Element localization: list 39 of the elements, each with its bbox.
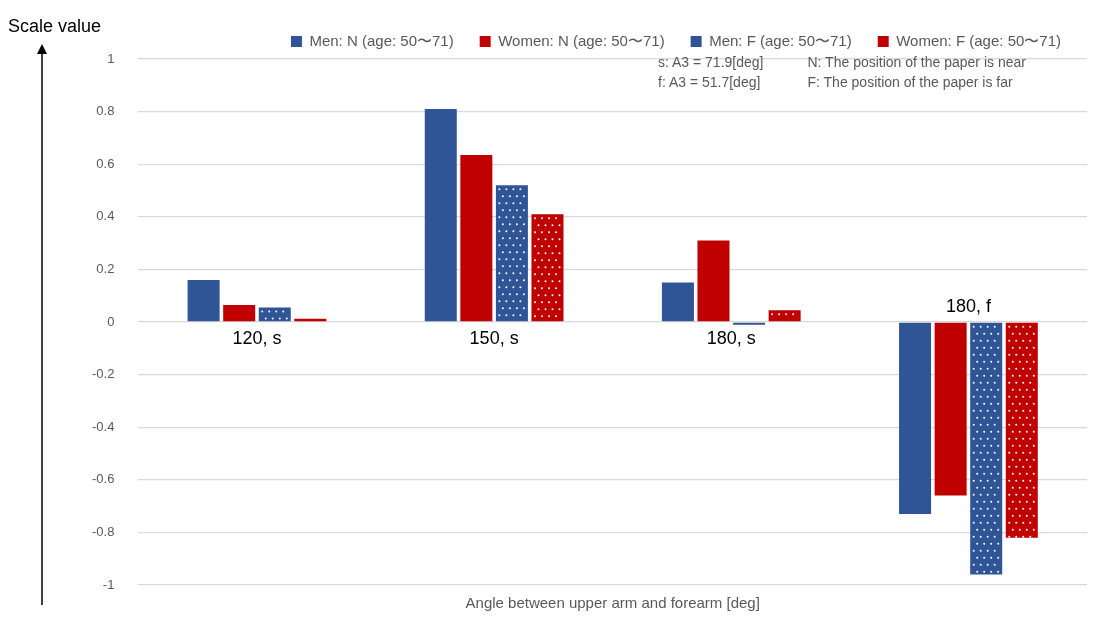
bar (899, 322, 932, 514)
bar (258, 307, 291, 322)
x-tick-label: 180, s (706, 327, 756, 348)
x-tick-label: 120, s (232, 327, 282, 348)
y-tick-label: 0.4 (96, 208, 115, 224)
bar (187, 279, 220, 322)
bar (1005, 322, 1038, 538)
legend-label: Men: N (age: 50〜71) (309, 31, 454, 49)
x-tick-label: 180, f (945, 295, 992, 316)
y-axis-title: Scale value (8, 16, 102, 37)
y-tick-label: -0.4 (91, 418, 115, 434)
y-tick-label: 0.2 (96, 260, 115, 276)
bar (768, 310, 801, 322)
y-tick-label: 0.6 (96, 155, 115, 171)
bar (495, 185, 528, 322)
y-tick-label: 0 (107, 313, 115, 329)
y-tick-label: -1 (102, 576, 115, 592)
x-axis-title: Angle between upper arm and forearm [deg] (465, 594, 760, 612)
bar (697, 240, 730, 322)
y-tick-label: 1 (107, 50, 115, 66)
bar (460, 155, 493, 322)
y-tick-label: -0.6 (91, 471, 115, 487)
bar (934, 322, 967, 496)
y-tick-label: -0.8 (91, 523, 115, 539)
x-tick-label: 150, s (469, 327, 519, 348)
legend-label: Women: F (age: 50〜71) (896, 31, 1061, 49)
y-tick-label: -0.2 (91, 366, 115, 382)
bar (661, 282, 694, 322)
annotation: f: A3 = 51.7[deg] (658, 74, 762, 90)
y-tick-label: 0.8 (96, 103, 115, 119)
bar (223, 304, 256, 322)
annotation: s: A3 = 71.9[deg] (658, 54, 764, 70)
legend-label: Women: N (age: 50〜71) (498, 31, 665, 49)
bar (531, 214, 564, 322)
legend-label: Men: F (age: 50〜71) (709, 31, 852, 49)
bar (424, 108, 457, 322)
annotation: F: The position of the paper is far (807, 74, 1014, 90)
bar (970, 322, 1003, 575)
annotation: N: The position of the paper is near (807, 54, 1026, 70)
